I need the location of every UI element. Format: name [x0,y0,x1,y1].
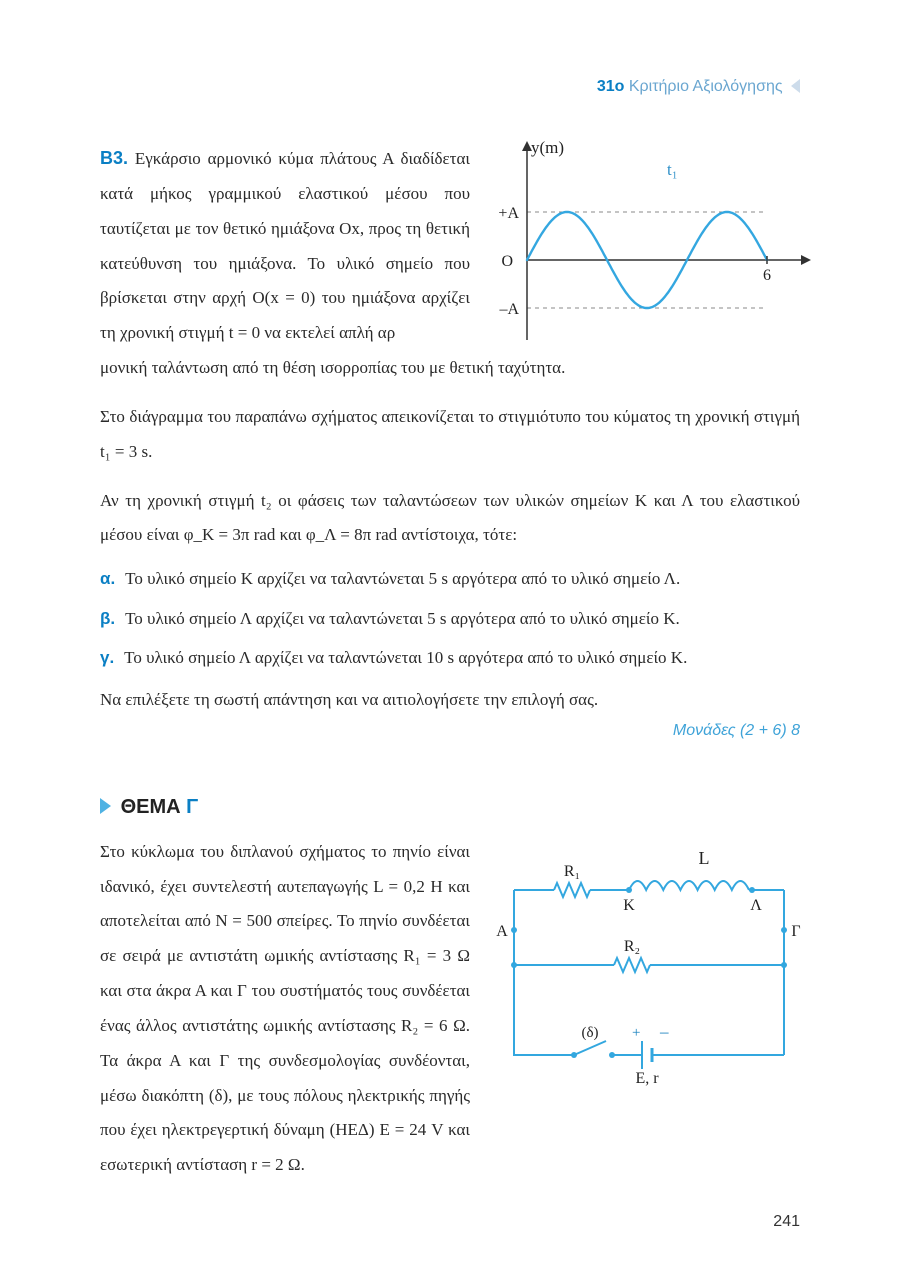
header-text: Κριτήριο Αξιολόγησης [629,78,783,95]
option-alpha: α. Το υλικό σημείο Κ αρχίζει να ταλαντών… [100,565,800,592]
theme-word: ΘΕΜΑ [121,796,181,818]
svg-text:Α: Α [496,923,508,940]
svg-text:Λ: Λ [750,897,762,914]
svg-text:y(m): y(m) [531,138,564,157]
circuit-figure: R₁ L Κ Λ Α Γ R₂ (δ) + – E, r [494,835,804,1110]
b3-para1-cont: μονική ταλάντωση από τη θέση ισορροπίας … [100,351,800,386]
option-gamma-label: γ. [100,648,114,667]
option-gamma: γ. Το υλικό σημείο Λ αρχίζει να ταλαντών… [100,644,800,671]
svg-text:+A: +A [498,205,519,222]
svg-text:R₂: R₂ [624,938,640,955]
b3-closing: Να επιλέξετε τη σωστή απάντηση και να αι… [100,683,800,718]
svg-text:O: O [501,253,513,270]
header-number: 31o [597,78,625,95]
header-bullet-icon [791,79,800,93]
page-number: 241 [773,1213,800,1231]
theme-bullet-icon [100,798,111,814]
b3-para1-text: Εγκάρσιο αρμονικό κύμα πλάτους Α διαδίδε… [100,149,470,342]
theme-letter: Γ [186,796,198,818]
b3-paragraph-3: Αν τη χρονική στιγμή t₂ οι φάσεις των τα… [100,484,800,554]
option-gamma-text: Το υλικό σημείο Λ αρχίζει να ταλαντώνετα… [124,648,687,667]
option-beta-label: β. [100,609,115,628]
theme-g-heading: ΘΕΜΑ Γ [100,796,800,819]
svg-text:6: 6 [763,267,771,284]
svg-text:–A: –A [498,301,519,318]
svg-text:t₁: t₁ [667,160,678,179]
theme-g-row: Στο κύκλωμα του διπλανού σχήματος το πην… [100,835,800,1183]
svg-text:L: L [699,848,710,868]
svg-text:–: – [659,1022,669,1041]
b3-options: α. Το υλικό σημείο Κ αρχίζει να ταλαντών… [100,565,800,671]
svg-text:E, r: E, r [635,1070,659,1087]
b3-paragraph-1: Β3. Εγκάρσιο αρμονικό κύμα πλάτους Α δια… [100,140,470,351]
b3-label: Β3. [100,148,128,168]
option-alpha-label: α. [100,569,115,588]
option-alpha-text: Το υλικό σημείο Κ αρχίζει να ταλαντώνετα… [125,569,680,588]
b3-paragraph-2: Στο διάγραμμα του παραπάνω σχήματος απει… [100,400,800,470]
option-beta: β. Το υλικό σημείο Λ αρχίζει να ταλαντών… [100,605,800,632]
svg-text:(δ): (δ) [581,1025,598,1041]
svg-text:Γ: Γ [791,923,800,940]
svg-text:R₁: R₁ [564,863,580,880]
svg-text:+: + [632,1025,640,1041]
option-beta-text: Το υλικό σημείο Λ αρχίζει να ταλαντώνετα… [125,609,680,628]
wave-figure: y(m)x(m)+A–AO6t₁ [485,135,815,355]
svg-text:Κ: Κ [623,897,635,914]
b3-marks: Μονάδες (2 + 6) 8 [100,722,800,740]
theme-g-text: Στο κύκλωμα του διπλανού σχήματος το πην… [100,835,470,1183]
page-header: 31o Κριτήριο Αξιολόγησης [597,78,800,96]
